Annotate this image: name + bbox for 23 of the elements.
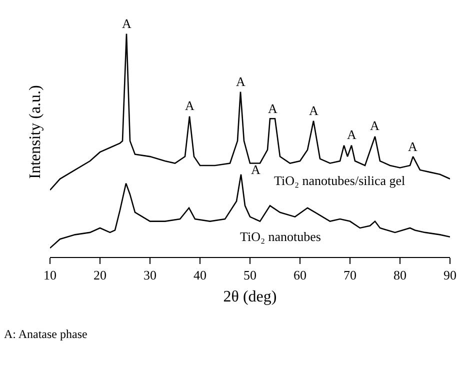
x-axis-title: 2θ (deg) (223, 288, 277, 306)
annotation: A (185, 98, 195, 113)
annotation: A (370, 118, 380, 133)
text: A: Anatase phase (4, 327, 88, 341)
x-tick-label: 50 (244, 268, 256, 283)
x-tick-label: 70 (344, 268, 356, 283)
annotation: A (347, 127, 357, 142)
x-tick-label: 30 (144, 268, 156, 283)
x-tick-label: 40 (194, 268, 206, 283)
series-label: TiO₂ nanotubes (240, 229, 321, 244)
x-tick-label: 20 (94, 268, 106, 283)
annotation: A (122, 16, 132, 31)
x-tick-label: 80 (394, 268, 406, 283)
x-tick-label: 10 (44, 268, 56, 283)
annotation: A (236, 74, 246, 89)
annotation: A (408, 139, 418, 154)
series-label: TiO₂ nanotubes/silica gel (274, 173, 406, 188)
annotation: A (309, 103, 319, 118)
annotation: A (268, 101, 278, 116)
annotation: A (251, 162, 261, 177)
x-tick-label: 90 (444, 268, 456, 283)
x-tick-label: 60 (294, 268, 306, 283)
y-axis-title: Intensity (a.u.) (26, 85, 44, 179)
